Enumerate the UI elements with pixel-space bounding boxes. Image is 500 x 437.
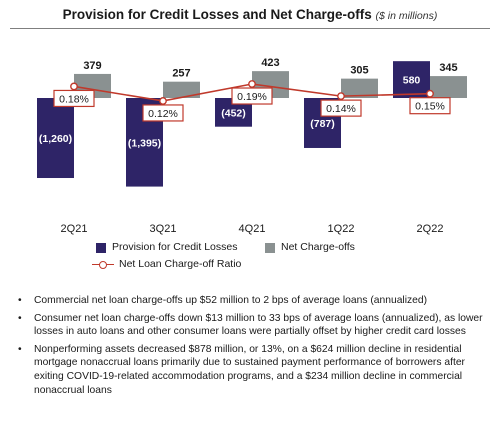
category-label: 1Q22 <box>328 223 355 235</box>
provision-value-label: (1,395) <box>128 137 161 149</box>
ratio-value-label: 0.12% <box>148 108 178 120</box>
charge-off-value-label: 305 <box>350 65 368 77</box>
title-divider <box>10 28 490 29</box>
legend-label-provision: Provision for Credit Losses <box>112 241 238 253</box>
legend-item-provision: Provision for Credit Losses <box>96 240 237 255</box>
ratio-value-label: 0.14% <box>326 103 356 115</box>
ratio-label-box <box>142 104 184 122</box>
chart-title-text: Provision for Credit Losses and Net Char… <box>62 7 372 22</box>
legend-label-charge-offs: Net Charge-offs <box>281 241 355 253</box>
charge-off-value-label: 345 <box>439 62 457 74</box>
ratio-point <box>248 80 256 88</box>
category-label: 4Q21 <box>239 223 266 235</box>
ratio-value-label: 0.19% <box>237 91 267 103</box>
charge-off-value-label: 257 <box>172 68 190 80</box>
ratio-label-box <box>409 97 451 115</box>
provision-value-label: 580 <box>403 75 421 87</box>
chart-title: Provision for Credit Losses and Net Char… <box>0 6 500 25</box>
charge-off-bar <box>341 78 378 98</box>
ratio-label-box <box>53 89 95 108</box>
provision-bar <box>393 61 430 98</box>
legend-item-charge-offs: Net Charge-offs <box>265 240 355 255</box>
ratio-point <box>337 92 345 101</box>
category-label: 2Q22 <box>417 223 444 235</box>
ratio-label-box <box>231 87 273 105</box>
bullet-text: Nonperforming assets decreased $878 mill… <box>34 343 465 396</box>
ratio-point <box>159 97 167 105</box>
provision-bar <box>37 98 74 179</box>
charge-off-value-label: 423 <box>261 57 279 69</box>
ratio-point <box>70 82 78 91</box>
charge-off-bar <box>430 76 467 98</box>
legend-item-ratio: Net Loan Charge-off Ratio <box>92 257 241 272</box>
ratio-label-box <box>320 99 362 117</box>
category-label: 3Q21 <box>150 223 177 235</box>
provision-value-label: (787) <box>310 118 335 130</box>
ratio-value-label: 0.18% <box>59 93 89 105</box>
ratio-value-label: 0.15% <box>415 101 445 113</box>
commentary-bullets: • Commercial net loan charge-offs up $52… <box>14 294 492 401</box>
ratio-point <box>426 89 434 98</box>
provision-value-label: (452) <box>221 107 246 119</box>
chart-unit-text: ($ in millions) <box>375 10 438 22</box>
bullet-item: • Consumer net loan charge-offs down $13… <box>18 312 483 338</box>
charge-off-value-label: 379 <box>83 60 101 72</box>
legend-label-ratio: Net Loan Charge-off Ratio <box>119 258 242 270</box>
bullet-item: • Commercial net loan charge-offs up $52… <box>18 295 428 306</box>
provision-value-label: (1,260) <box>39 133 72 145</box>
category-label: 2Q21 <box>61 223 88 235</box>
legend-line-ratio <box>92 260 114 270</box>
bullet-text: Consumer net loan charge-offs down $13 m… <box>34 312 483 338</box>
bullet-item: • Nonperforming assets decreased $878 mi… <box>18 343 465 396</box>
legend-swatch-charge-offs <box>265 242 275 253</box>
provision-chargeoff-chart: 379 (1,260) 2Q21 257 (1,395) 3Q21 423 (452) 4Q21… <box>37 57 467 235</box>
legend-swatch-provision <box>96 242 106 253</box>
bullet-text: Commercial net loan charge-offs up $52 m… <box>34 295 428 306</box>
charge-off-bar <box>163 81 200 98</box>
